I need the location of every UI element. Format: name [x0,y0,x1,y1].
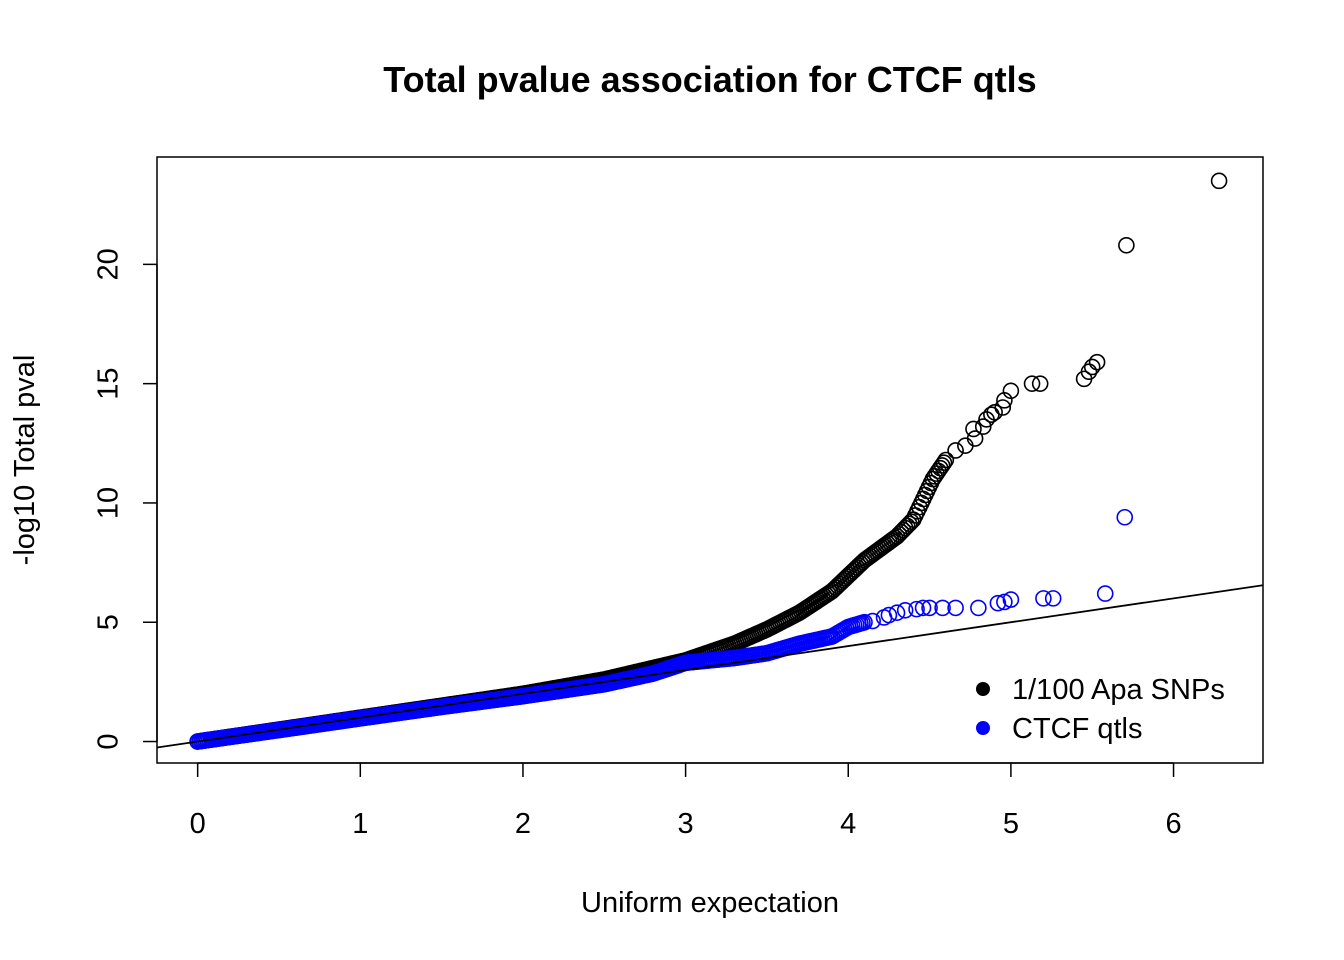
x-axis-label: Uniform expectation [581,887,839,919]
y-tick-label: 10 [93,487,125,519]
data-point [986,403,1003,421]
data-point [1096,585,1114,602]
data-point [989,594,1007,612]
legend-marker [976,682,990,696]
data-point [937,451,955,469]
legend-marker [976,721,990,735]
data-point [1031,375,1049,392]
x-tick-label: 1 [352,808,368,840]
data-point [856,613,873,631]
data-point [1118,236,1135,254]
data-point [974,418,992,435]
data-point [931,459,949,477]
x-tick-label: 5 [1003,808,1019,840]
data-point [947,599,964,617]
data-point [1035,590,1052,607]
data-point [1088,353,1106,371]
data-point [1116,508,1134,526]
data-point [965,420,982,438]
data-point [921,599,938,617]
x-tick-label: 3 [678,808,694,840]
data-point [908,600,925,618]
y-tick-label: 0 [93,733,125,749]
data-point [970,599,987,617]
series-ctcf-qtls [189,508,1134,750]
data-point [957,437,974,454]
data-point [900,515,918,533]
data-point [1210,172,1228,190]
y-axis-label: -log10 Total pval [9,355,41,566]
data-point [933,457,951,474]
data-point [1002,591,1020,608]
legend: 1/100 Apa SNPs CTCF qtls [976,674,1225,745]
data-point [1083,358,1101,376]
data-point [1080,363,1098,381]
data-point [914,599,932,617]
y-tick-label: 15 [93,368,125,400]
x-tick-label: 0 [190,808,206,840]
legend-label: CTCF qtls [1012,713,1143,745]
plot-frame [156,156,1264,764]
chart-title: Total pvalue association for CTCF qtls [383,59,1036,100]
plot-area [157,172,1263,750]
x-tick-label: 2 [515,808,531,840]
data-point [947,442,964,459]
data-point [935,454,953,472]
legend-label: 1/100 Apa SNPs [1012,674,1225,706]
y-tick-label: 5 [93,614,125,630]
x-tick-label: 6 [1165,808,1181,840]
data-point [896,602,914,619]
y-tick-label: 20 [93,248,125,280]
data-point [1002,382,1020,400]
reference-line [157,584,1263,749]
data-point [994,399,1012,416]
data-point [966,430,984,447]
data-point [864,612,881,630]
data-point [880,606,898,624]
data-point [934,599,951,617]
data-point [1044,590,1062,607]
data-point [1023,375,1041,392]
data-point [898,517,916,535]
data-point [888,604,906,621]
x-tick-label: 4 [840,808,856,840]
